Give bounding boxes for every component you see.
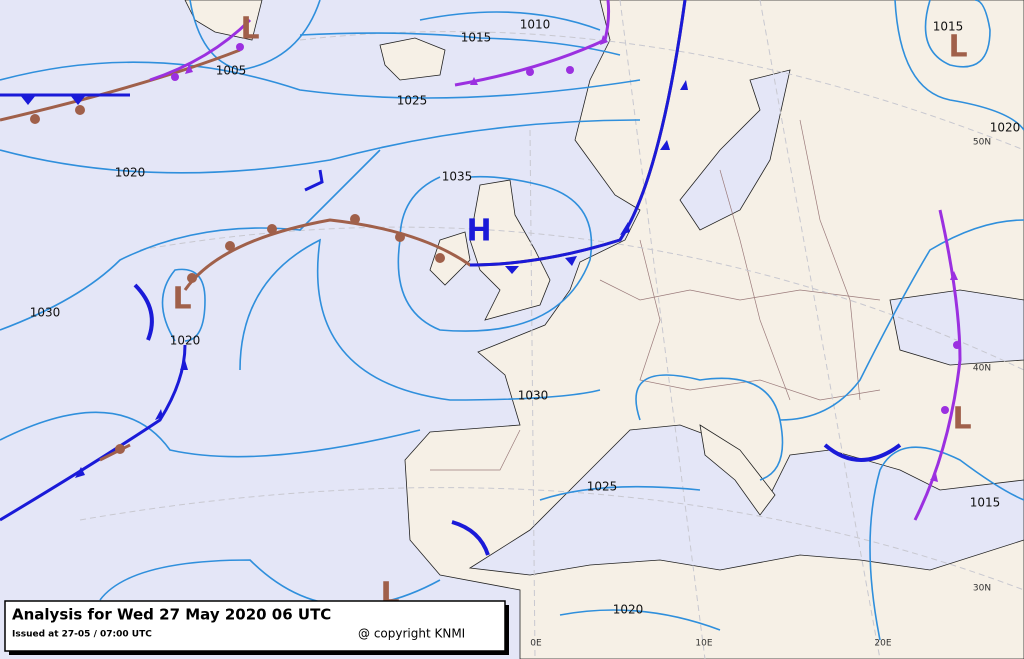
italy	[699, 424, 776, 516]
latitude-label: 50N	[973, 138, 991, 148]
isobar-label: 1020	[170, 334, 201, 348]
isobar-label: 1035	[442, 170, 473, 184]
map-title: Analysis for Wed 27 May 2020 06 UTC	[12, 606, 331, 624]
title-box: Analysis for Wed 27 May 2020 06 UTC Issu…	[4, 600, 509, 655]
box	[4, 600, 506, 652]
isobar-label: 1030	[518, 389, 549, 403]
isobar-label: 1015	[461, 31, 492, 45]
isobar-label: 1020	[990, 121, 1021, 135]
graticule-labels: 50N 40N 30N 0E 10E 20E	[530, 138, 991, 649]
isobar-label: 1025	[397, 94, 428, 108]
borders	[430, 119, 881, 471]
fronts	[0, 0, 962, 556]
pressure-centers: H L L L L L	[172, 12, 971, 612]
isobar-label: 1020	[613, 603, 644, 617]
isobar-label: 1030	[30, 306, 61, 320]
low-center: L	[952, 402, 971, 437]
isobars	[0, 0, 1024, 641]
low-center: L	[240, 12, 259, 47]
isobar-labels: 1010 1015 1005 1025 1020 1035 1030 1020 …	[30, 18, 1021, 617]
low-center: L	[172, 282, 191, 317]
isobar-label: 1010	[520, 18, 551, 32]
isobar-label: 1025	[587, 480, 618, 494]
latitude-label: 30N	[973, 584, 991, 594]
issued-time: Issued at 27-05 / 07:00 UTC	[12, 630, 152, 640]
seas	[468, 69, 1024, 576]
latitude-label: 40N	[973, 364, 991, 374]
isobar-label: 1015	[933, 20, 964, 34]
low-center: L	[948, 30, 967, 65]
longitude-label: 20E	[874, 639, 891, 649]
copyright: @ copyright KNMI	[358, 627, 465, 641]
longitude-label: 10E	[695, 639, 712, 649]
isobar-label: 1005	[216, 64, 247, 78]
isobar-label: 1020	[115, 166, 146, 180]
isobar-label: 1015	[970, 496, 1001, 510]
high-center: H	[466, 214, 491, 249]
longitude-label: 0E	[530, 639, 542, 649]
